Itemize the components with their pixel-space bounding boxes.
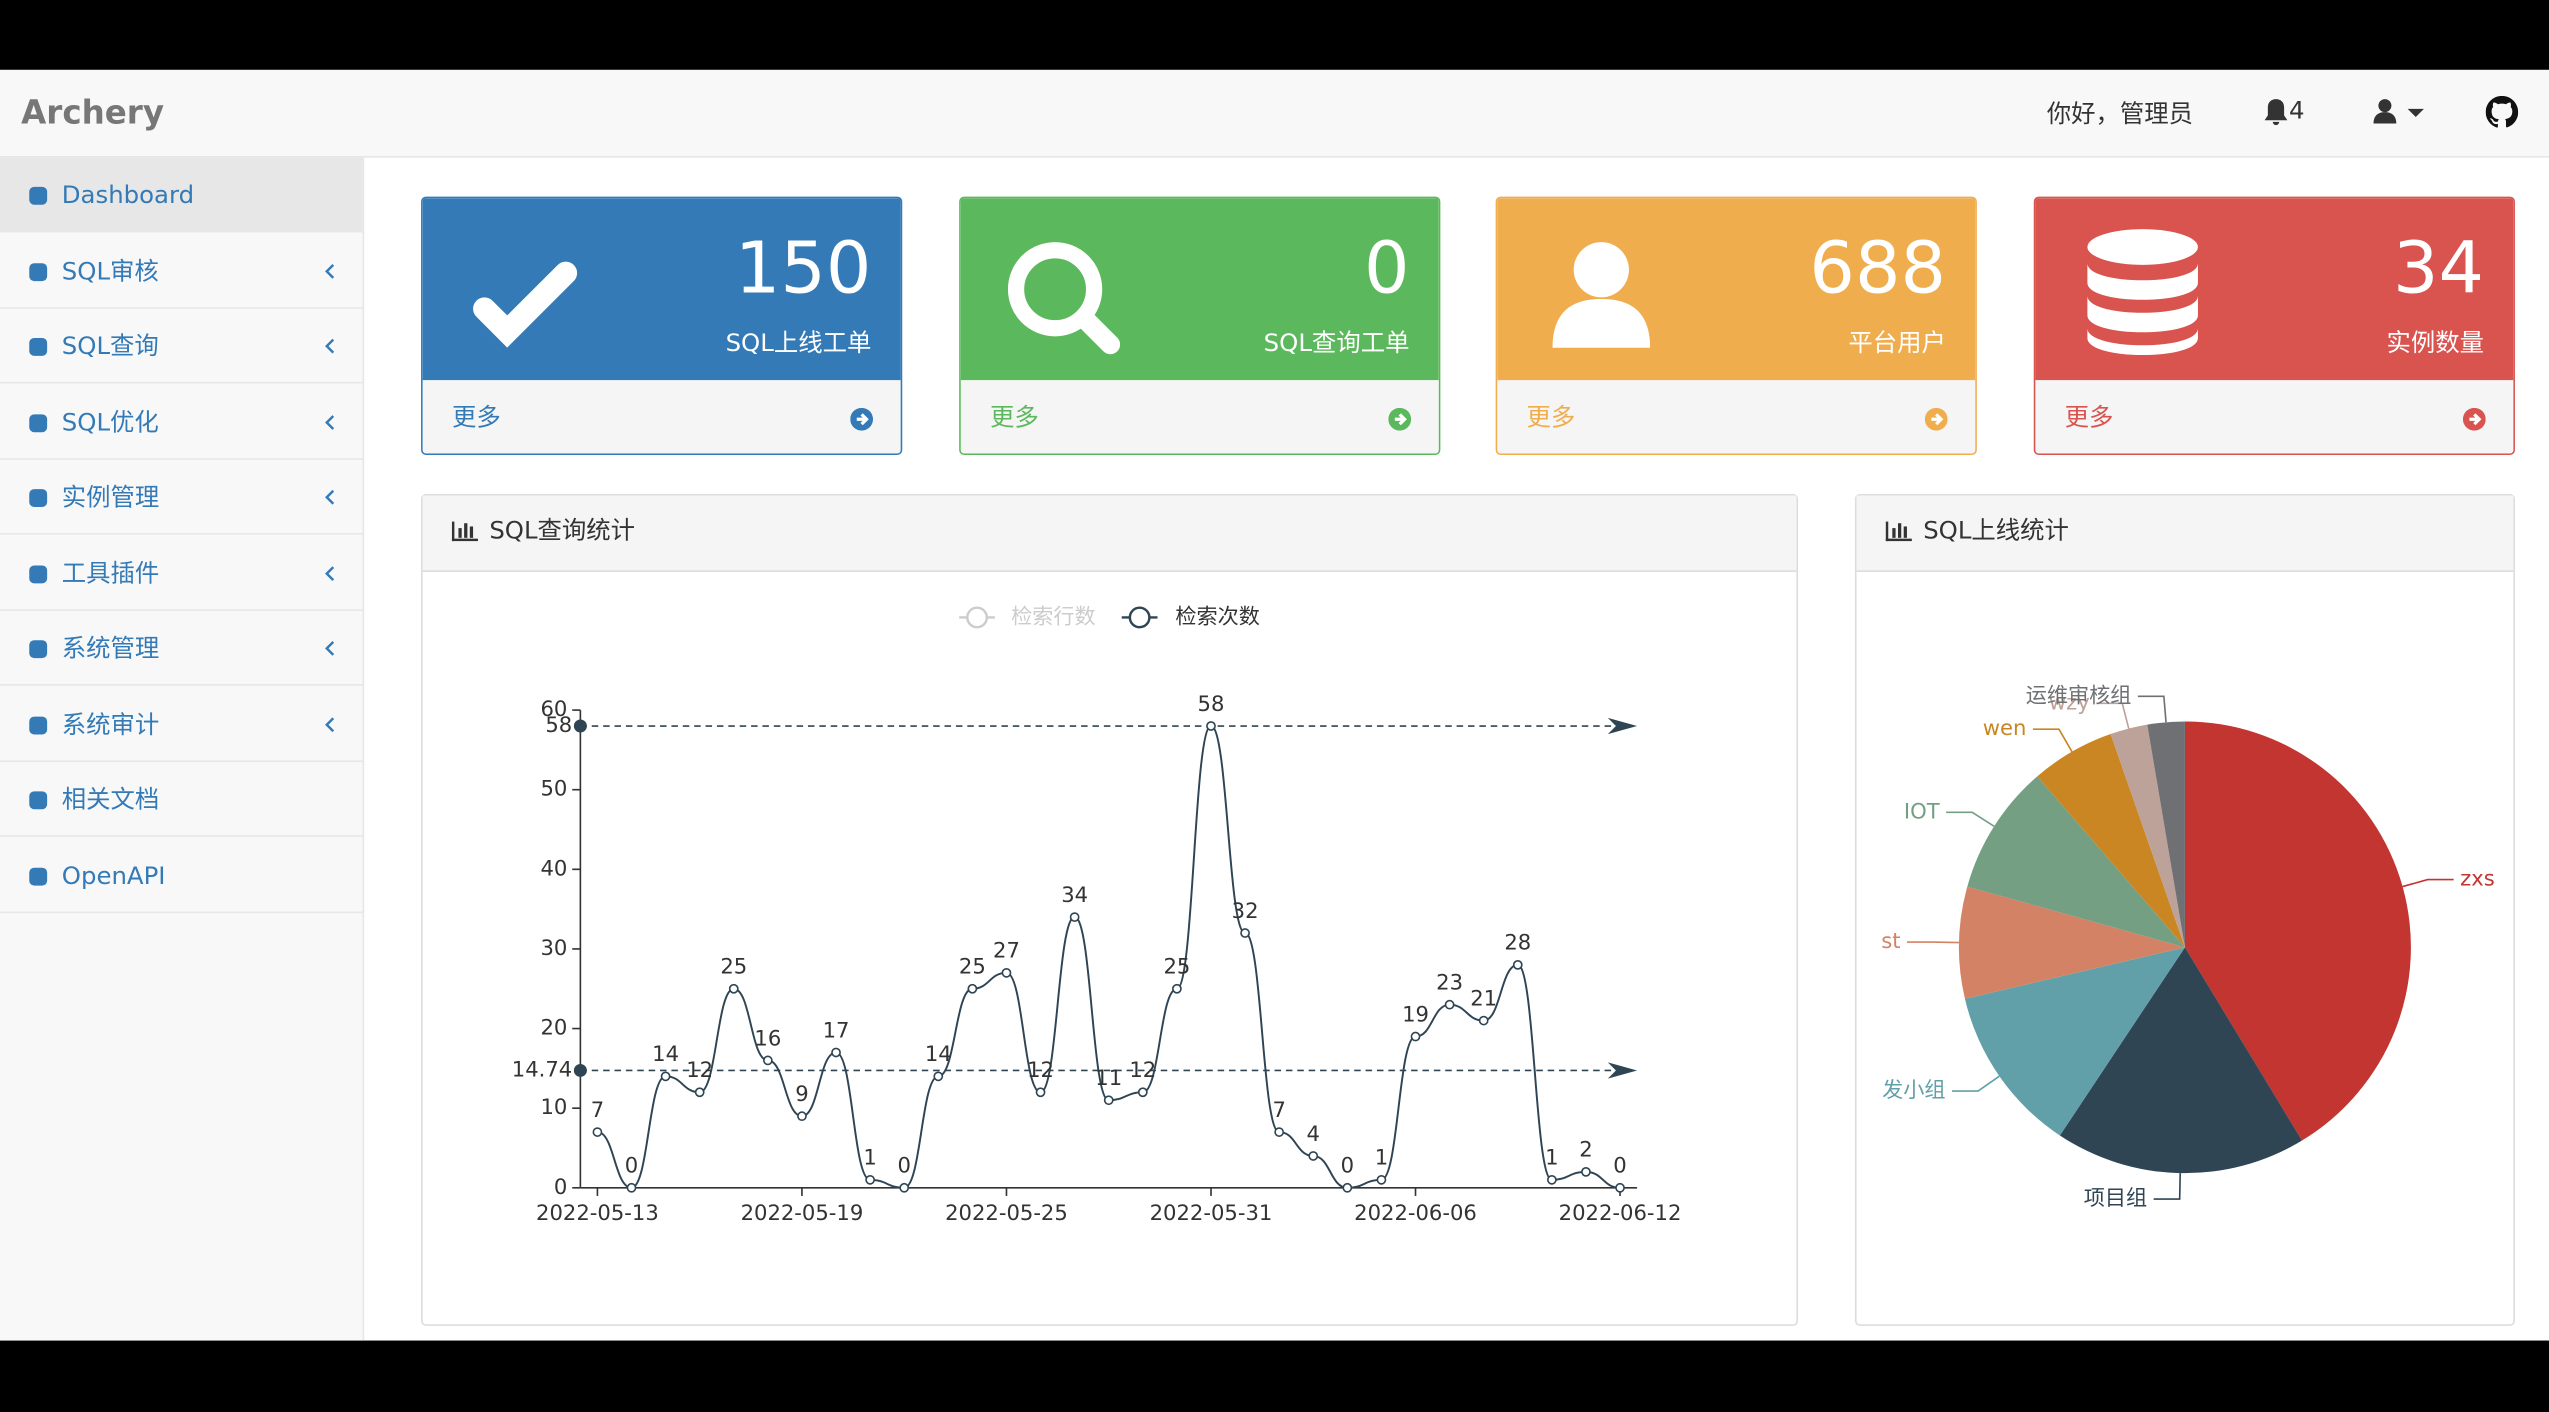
card-icon	[473, 261, 578, 348]
panel-header	[1856, 495, 2514, 572]
chevron	[325, 640, 335, 656]
nav-label[interactable]: 工具插件	[61, 558, 160, 588]
nav-item[interactable]: 工具插件	[0, 535, 363, 611]
stat-card: 688 平台用户更多	[1495, 196, 1977, 455]
card-icon	[1007, 242, 1121, 355]
card-label: 平台用户	[1848, 328, 1946, 358]
nav-label[interactable]: SQL审核	[61, 255, 159, 286]
nav-label[interactable]: 系统管理	[61, 633, 160, 663]
nav-icon	[29, 262, 48, 281]
user-menu[interactable]	[2372, 97, 2427, 126]
header: Archery 你好，管理员 4	[0, 69, 2549, 158]
nav-icon	[29, 640, 48, 659]
chevron	[325, 338, 335, 354]
nav-item[interactable]: SQL查询	[0, 309, 363, 384]
more-link[interactable]: 更多	[2064, 402, 2114, 433]
nav-icon	[29, 186, 48, 205]
card-value: 150	[734, 227, 872, 311]
chevron	[325, 414, 335, 430]
card-footer[interactable]: 更多	[2035, 380, 2514, 454]
card-top: 688 平台用户	[1497, 198, 1976, 381]
nav-label[interactable]: OpenAPI	[61, 860, 166, 890]
github-icon[interactable]	[2485, 95, 2519, 128]
notification-count[interactable]: 4	[2288, 95, 2305, 126]
more-link[interactable]: 更多	[451, 402, 501, 433]
arrow-icon	[850, 407, 874, 431]
nav-label[interactable]: Dashboard	[61, 180, 195, 210]
chevron	[325, 565, 335, 581]
card-value: 34	[2393, 227, 2485, 311]
card-top: 0 SQL查询工单	[960, 198, 1439, 381]
nav-item[interactable]: SQL审核	[0, 233, 363, 308]
nav-icon	[29, 413, 48, 432]
sidebar: Dashboard SQL审核 SQL查询 SQL优化实例管理工具插件系统管理系统审计…	[0, 157, 365, 1341]
panel-header	[422, 495, 1797, 572]
card-value: 0	[1363, 227, 1410, 311]
brand[interactable]: Archery	[21, 92, 165, 132]
nav-item[interactable]: Dashboard	[0, 157, 363, 233]
nav-item[interactable]: 相关文档	[0, 762, 363, 837]
bell-icon[interactable]	[2263, 97, 2289, 126]
release-panel	[1854, 493, 2515, 1326]
nav-icon	[29, 791, 48, 810]
arrow-icon	[1924, 407, 1948, 431]
card-icon	[1552, 242, 1651, 348]
nav-label[interactable]: 系统审计	[61, 709, 160, 739]
nav-icon	[29, 489, 48, 507]
arrow-icon	[2462, 407, 2486, 431]
stat-card: 0 SQL查询工单更多	[959, 196, 1441, 455]
nav-icon	[29, 866, 48, 885]
chevron	[325, 263, 335, 278]
card-footer[interactable]: 更多	[960, 380, 1439, 454]
card-icon	[2087, 229, 2198, 356]
top-bar	[0, 0, 2549, 70]
card-top: 150 SQL上线工单	[422, 198, 901, 381]
query-panel	[421, 493, 1799, 1326]
card-label: SQL上线工单	[725, 328, 872, 358]
more-link[interactable]: 更多	[1526, 402, 1576, 433]
more-link[interactable]: 更多	[990, 402, 1039, 433]
card-value: 688	[1809, 227, 1946, 311]
nav-label[interactable]: 相关文档	[61, 784, 160, 815]
arrow-icon	[1388, 407, 1412, 431]
nav-item[interactable]: 系统管理	[0, 611, 363, 686]
nav-item[interactable]: OpenAPI	[0, 838, 363, 913]
nav-icon	[29, 715, 48, 734]
nav-label[interactable]: SQL查询	[61, 331, 159, 361]
greeting: 你好，管理员	[2046, 99, 2194, 129]
card-top: 34 实例数量	[2035, 198, 2514, 381]
stat-card: 150 SQL上线工单更多	[421, 196, 903, 455]
nav-item[interactable]: 实例管理	[0, 460, 363, 535]
bottom-bar	[0, 1340, 2549, 1412]
card-footer[interactable]: 更多	[1497, 380, 1976, 454]
nav-label[interactable]: 实例管理	[61, 482, 160, 512]
nav-label[interactable]: SQL优化	[61, 407, 159, 437]
chevron	[325, 489, 335, 505]
nav-icon	[29, 337, 48, 356]
card-footer[interactable]: 更多	[422, 380, 901, 454]
nav-item[interactable]: 系统审计	[0, 687, 363, 762]
nav-item[interactable]: SQL优化	[0, 384, 363, 460]
card-label: SQL查询工单	[1263, 328, 1410, 358]
nav-icon	[29, 564, 48, 583]
card-label: 实例数量	[2386, 328, 2485, 358]
stat-card: 34 实例数量更多	[2033, 196, 2515, 455]
chevron	[325, 716, 335, 732]
